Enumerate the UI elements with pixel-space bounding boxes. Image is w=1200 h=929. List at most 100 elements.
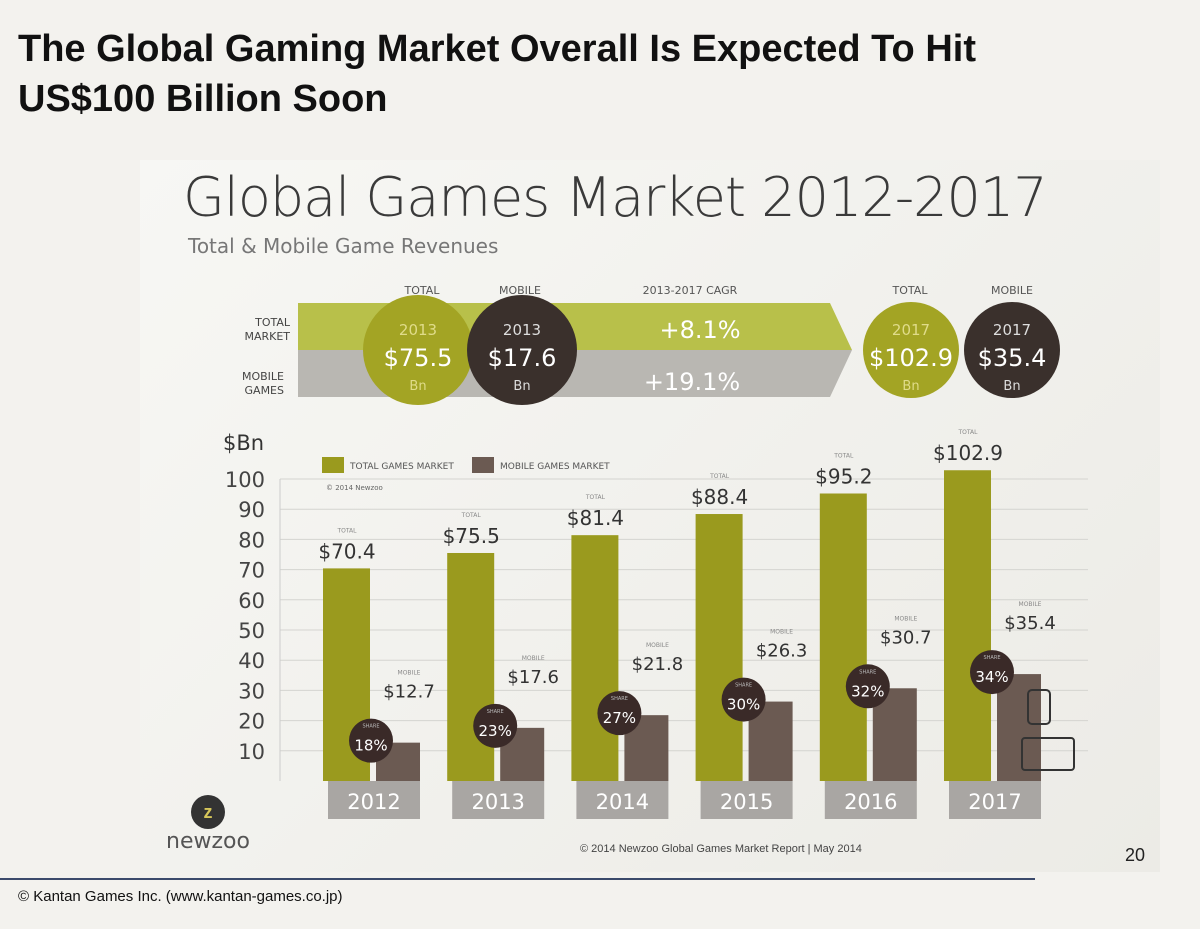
row-total-label: TOTAL <box>254 316 291 329</box>
share-value: 32% <box>851 682 884 700</box>
mobile-value-label: $12.7 <box>383 682 435 703</box>
start-total-value: $75.5 <box>384 344 453 372</box>
row-total-label: MARKET <box>244 330 290 343</box>
start-mobile-unit: Bn <box>513 379 530 394</box>
mobile-tag: MOBILE <box>894 615 917 622</box>
share-circle <box>473 703 518 748</box>
total-tag: TOTAL <box>585 494 606 501</box>
chart-copyright: © 2014 Newzoo <box>326 484 383 492</box>
total-tag: TOTAL <box>833 452 854 459</box>
col-total-label-2017: TOTAL <box>892 284 929 297</box>
mobile-tag: MOBILE <box>1019 601 1042 608</box>
share-tag: SHARE <box>487 709 504 715</box>
x-tick-label: 2012 <box>347 790 400 814</box>
total-value-label: $102.9 <box>933 441 1003 465</box>
total-value-label: $81.4 <box>567 506 624 530</box>
report-copyright: © 2014 Newzoo Global Games Market Report… <box>580 843 862 855</box>
year-label-box <box>700 781 793 819</box>
total-value-label: $75.5 <box>443 524 500 548</box>
col-total-label: TOTAL <box>404 284 441 297</box>
heading-line-1: The Global Gaming Market Overall Is Expe… <box>18 28 976 70</box>
slide-heading: The Global Gaming Market Overall Is Expe… <box>18 24 976 124</box>
bar-total <box>695 514 743 781</box>
total-tag: TOTAL <box>709 473 730 480</box>
end-mobile-unit: Bn <box>1003 379 1020 394</box>
col-mobile-label: MOBILE <box>499 284 541 297</box>
mobile-value-label: $30.7 <box>880 627 932 648</box>
share-value: 18% <box>354 737 387 755</box>
mobile-value-label: $26.3 <box>756 641 808 662</box>
footer-divider <box>0 878 1035 880</box>
x-tick-label: 2017 <box>968 790 1021 814</box>
start-total-unit: Bn <box>409 379 426 394</box>
share-value: 30% <box>727 696 760 714</box>
legend-swatch-total <box>322 457 344 473</box>
start-mobile-year: 2013 <box>503 321 541 339</box>
y-tick-label: 50 <box>238 619 265 643</box>
mobile-value-label: $35.4 <box>1004 613 1056 634</box>
y-tick-label: 30 <box>238 679 265 703</box>
share-tag: SHARE <box>611 696 628 702</box>
y-tick-label: 100 <box>225 468 265 492</box>
share-value: 27% <box>603 709 636 727</box>
bar-total <box>447 552 495 781</box>
phone-icon <box>1027 689 1051 725</box>
share-tag: SHARE <box>859 669 876 675</box>
x-tick-label: 2013 <box>471 790 524 814</box>
x-tick-label: 2016 <box>844 790 897 814</box>
total-tag: TOTAL <box>461 512 482 519</box>
x-tick-label: 2014 <box>596 790 649 814</box>
bar-mobile <box>997 674 1041 781</box>
bar-total <box>571 535 619 781</box>
cagr-mobile: +19.1% <box>644 368 740 396</box>
total-tag: TOTAL <box>957 429 978 436</box>
x-tick-label: 2015 <box>720 790 773 814</box>
mobile-value-label: $17.6 <box>507 667 559 688</box>
start-mobile-value: $17.6 <box>488 344 557 372</box>
y-tick-label: 70 <box>238 559 265 583</box>
y-tick-label: 20 <box>238 710 265 734</box>
end-total-unit: Bn <box>902 379 919 394</box>
end-total-value: $102.9 <box>869 344 953 372</box>
end-mobile-year: 2017 <box>993 321 1031 339</box>
share-value: 23% <box>479 722 512 740</box>
share-circle <box>970 650 1014 695</box>
mobile-tag: MOBILE <box>770 629 793 636</box>
legend-label-total: TOTAL GAMES MARKET <box>349 462 454 472</box>
cagr-total: +8.1% <box>659 316 740 344</box>
start-total-circle <box>363 295 473 405</box>
newzoo-logo-icon: z <box>191 795 225 829</box>
footer-text: © Kantan Games Inc. (www.kantan-games.co… <box>18 888 343 905</box>
end-total-year: 2017 <box>892 321 930 339</box>
start-mobile-circle <box>467 295 577 405</box>
total-value-label: $95.2 <box>815 464 872 488</box>
total-value-label: $88.4 <box>691 485 748 509</box>
bar-total <box>944 470 991 781</box>
end-mobile-circle <box>964 302 1060 398</box>
y-tick-label: 10 <box>238 740 265 764</box>
total-value-label: $70.4 <box>318 539 375 563</box>
chart-subtitle: Total & Mobile Game Revenues <box>188 234 499 258</box>
share-tag: SHARE <box>363 724 380 730</box>
share-circle <box>349 718 393 763</box>
mobile-tag: MOBILE <box>398 670 421 677</box>
end-mobile-value: $35.4 <box>978 344 1047 372</box>
newzoo-logo: z newzoo <box>158 795 258 855</box>
y-tick-label: 60 <box>238 589 265 613</box>
year-label-box <box>328 781 420 819</box>
year-label-box <box>824 781 917 819</box>
share-circle <box>721 677 766 722</box>
row-mobile-label: GAMES <box>245 384 284 397</box>
year-label-box <box>452 781 545 819</box>
share-value: 34% <box>975 668 1008 686</box>
page-number: 20 <box>1125 845 1146 865</box>
heading-line-2: US$100 Billion Soon <box>18 78 388 120</box>
y-tick-label: 40 <box>238 649 265 673</box>
legend-label-mobile: MOBILE GAMES MARKET <box>500 462 610 472</box>
y-axis-label: $Bn <box>223 431 264 455</box>
logo-text: newzoo <box>166 829 250 854</box>
mobile-tag: MOBILE <box>522 655 545 662</box>
share-circle <box>597 691 642 736</box>
start-total-year: 2013 <box>399 321 437 339</box>
